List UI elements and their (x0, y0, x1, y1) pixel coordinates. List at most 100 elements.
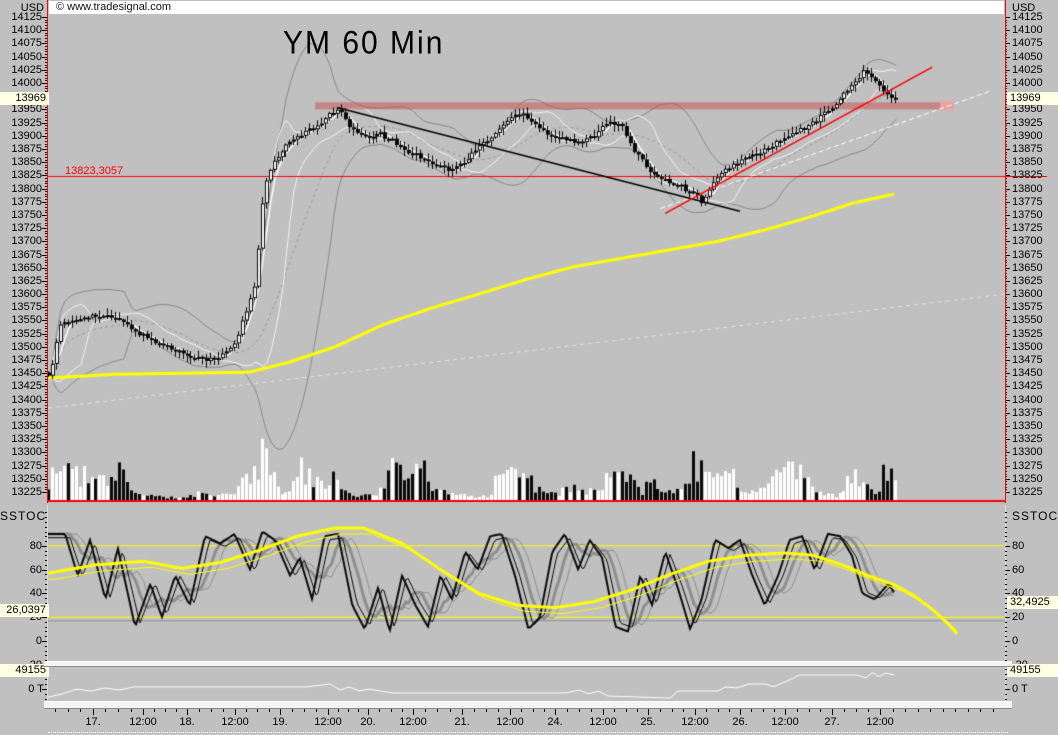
price-tick-label-right: 13825 (1012, 169, 1043, 181)
price-tick-right (1005, 307, 1010, 308)
sstoc-tick-label-right: 20 (1012, 611, 1025, 623)
price-minor-tick-right (1005, 434, 1007, 435)
price-minor-tick-right (1005, 49, 1007, 50)
price-tick-label-left: 13800 (11, 183, 42, 195)
sstoc-tick-right (1005, 593, 1010, 594)
price-tick-right (1005, 373, 1010, 374)
time-minor-tick (269, 709, 270, 712)
price-tick-right (1005, 30, 1010, 31)
time-tick-label: 24. (547, 716, 563, 728)
price-minor-tick-left (45, 225, 47, 226)
price-tick-label-right: 13350 (1012, 420, 1043, 432)
price-tick-label-left: 13250 (11, 473, 42, 485)
price-minor-tick-right (1005, 313, 1007, 314)
price-tick-right (1005, 347, 1010, 348)
panel-splitter-xaxis[interactable] (44, 701, 1012, 709)
time-minor-tick (257, 709, 258, 712)
sstoc-tick-right (1005, 570, 1010, 571)
price-tick-left (42, 43, 47, 44)
price-tick-label-left: 14100 (11, 24, 42, 36)
price-tick-left (42, 57, 47, 58)
time-tick-label: 12:00 (129, 716, 157, 728)
price-tick-left (42, 162, 47, 163)
price-tick-label-left: 13650 (11, 262, 42, 274)
price-minor-tick-right (1005, 170, 1007, 171)
bottom-tick-right (1005, 674, 1007, 675)
time-minor-tick (567, 709, 568, 712)
price-tick-left (42, 109, 47, 110)
price-minor-tick-right (1005, 115, 1007, 116)
price-minor-tick-right (1005, 481, 1007, 482)
sstoc-minor-tick-left (45, 532, 47, 533)
price-tick-label-left: 13950 (11, 103, 42, 115)
sstoc-minor-tick-left (45, 598, 47, 599)
time-major-tick (235, 709, 236, 715)
sstoc-minor-tick-right (1005, 560, 1007, 561)
sstoc-minor-tick-right (1005, 603, 1007, 604)
price-minor-tick-right (1005, 94, 1007, 95)
price-minor-tick-left (45, 80, 47, 81)
sstoc-minor-tick-left (45, 555, 47, 556)
price-minor-tick-right (1005, 468, 1007, 469)
price-tick-label-right: 13375 (1012, 407, 1043, 419)
bottom-tick-right (1005, 669, 1007, 670)
sstoc-panel-label-left: SSTOC (0, 509, 47, 523)
time-minor-tick (338, 709, 339, 712)
sstoc-tick-label-left: 80 (29, 540, 42, 552)
time-minor-tick (316, 709, 317, 712)
price-minor-tick-left (45, 397, 47, 398)
sstoc-minor-tick-left (45, 631, 47, 632)
price-tick-left (42, 334, 47, 335)
time-major-tick (187, 709, 188, 715)
price-minor-tick-left (45, 342, 47, 343)
time-minor-tick (774, 709, 775, 712)
price-minor-tick-left (45, 276, 47, 277)
sstoc-minor-tick-left (45, 560, 47, 561)
price-tick-left (42, 492, 47, 493)
price-minor-tick-right (1005, 471, 1007, 472)
price-minor-tick-left (45, 291, 47, 292)
price-tick-left (42, 400, 47, 401)
sstoc-tick-right (1005, 641, 1010, 642)
price-minor-tick-right (1005, 310, 1007, 311)
price-minor-tick-right (1005, 365, 1007, 366)
price-tick-left (42, 123, 47, 124)
time-minor-tick (176, 709, 177, 712)
price-chart-canvas[interactable] (48, 0, 1005, 503)
price-minor-tick-left (45, 405, 47, 406)
time-major-tick (413, 709, 414, 715)
sstoc-minor-tick-right (1005, 660, 1007, 661)
price-tick-label-left: 13750 (11, 209, 42, 221)
time-minor-tick (80, 709, 81, 712)
price-minor-tick-right (1005, 487, 1007, 488)
price-minor-tick-right (1005, 423, 1007, 424)
price-minor-tick-right (1005, 138, 1007, 139)
price-minor-tick-left (45, 484, 47, 485)
time-minor-tick (474, 709, 475, 712)
sstoc-minor-tick-right (1005, 512, 1007, 513)
time-minor-tick (154, 709, 155, 712)
price-tick-label-left: 13725 (11, 222, 42, 234)
time-tick-label: 27. (824, 716, 840, 728)
price-minor-tick-left (45, 191, 47, 192)
price-minor-tick-left (45, 368, 47, 369)
price-minor-tick-left (45, 458, 47, 459)
price-minor-tick-right (1005, 476, 1007, 477)
price-minor-tick-right (1005, 415, 1007, 416)
sstoc-minor-tick-right (1005, 608, 1007, 609)
time-major-tick (510, 709, 511, 715)
price-tick-left (42, 189, 47, 190)
price-minor-tick-left (45, 128, 47, 129)
price-tick-label-left: 13400 (11, 394, 42, 406)
price-tick-label-left: 13525 (11, 328, 42, 340)
chart-frame-left (47, 0, 48, 503)
price-minor-tick-left (45, 284, 47, 285)
price-minor-tick-left (45, 46, 47, 47)
price-tick-right (1005, 228, 1010, 229)
sstoc-minor-tick-right (1005, 517, 1007, 518)
bottom-indicator-canvas[interactable] (48, 667, 1005, 701)
price-tick-label-right: 13900 (1012, 130, 1043, 142)
panel-splitter-sstoc-bottom[interactable] (44, 661, 1012, 667)
price-tick-left (42, 466, 47, 467)
stochastic-canvas[interactable] (48, 505, 1005, 661)
